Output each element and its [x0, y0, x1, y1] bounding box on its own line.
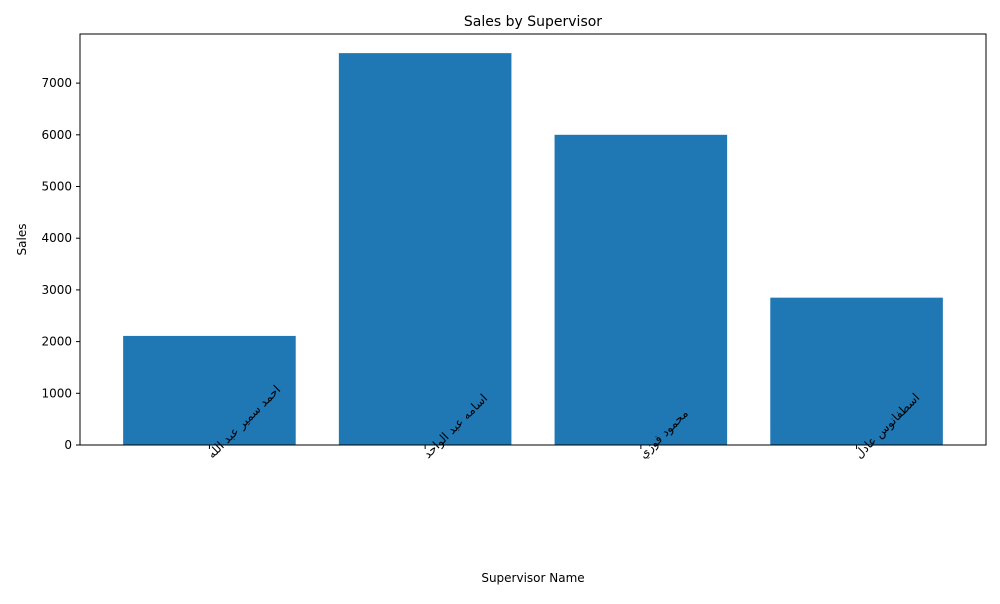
plot-frame [79, 33, 987, 446]
y-tick-label-2: 2000 [41, 335, 72, 349]
y-tick-label-5: 5000 [41, 180, 72, 194]
bar-1 [338, 53, 512, 446]
y-tick-label-4: 4000 [41, 231, 72, 245]
y-tick-label-3: 3000 [41, 283, 72, 297]
bar-0 [123, 335, 296, 445]
x-axis-label: Supervisor Name [481, 571, 584, 585]
y-tick-label-1: 1000 [41, 386, 72, 400]
chart-title: Sales by Supervisor [464, 14, 602, 30]
bars-group [123, 53, 943, 446]
bar-2 [554, 134, 728, 445]
y-tick-label-7: 7000 [41, 76, 72, 90]
y-tick-label-6: 6000 [41, 128, 72, 142]
y-tick-label-0: 0 [64, 438, 72, 452]
y-axis: 0 1000 2000 3000 4000 5000 6000 7000 [41, 76, 80, 452]
y-axis-label: Sales [15, 224, 29, 256]
bar-3 [770, 297, 943, 445]
